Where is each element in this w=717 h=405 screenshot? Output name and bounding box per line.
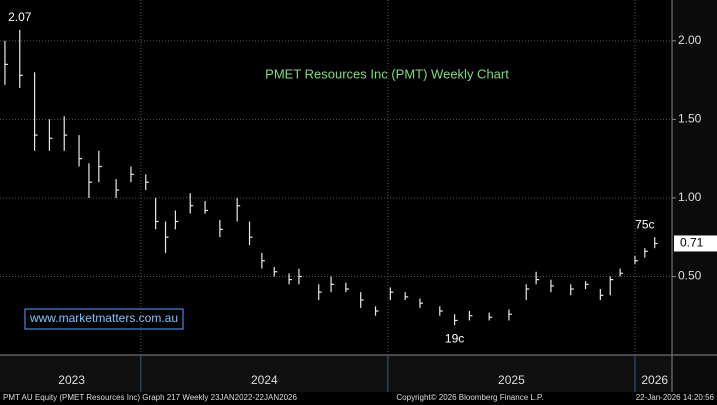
last-price-box [674, 235, 717, 252]
x-tick-label: 2026 [641, 373, 668, 387]
annotation: 2.07 [8, 10, 32, 24]
y-tick-label: 1.50 [678, 112, 702, 126]
y-tick-label: 1.00 [678, 190, 702, 204]
footer-center: Copyright© 2026 Bloomberg Finance L.P. [396, 393, 543, 402]
x-tick-label: 2024 [251, 373, 278, 387]
chart-title: PMET Resources Inc (PMT) Weekly Chart [265, 66, 509, 81]
footer-left: PMT AU Equity (PMET Resources Inc) Graph… [3, 393, 297, 402]
y-axis-panel [672, 0, 717, 392]
y-tick-label: 2.00 [678, 33, 702, 47]
watermark-box [24, 308, 184, 330]
x-tick-label: 2023 [58, 373, 85, 387]
footer-right: 22-Jan-2026 14:20:56 [636, 393, 715, 402]
annotation: 75c [635, 217, 654, 231]
x-axis-panel [0, 355, 672, 392]
last-price-label: 0.71 [680, 236, 704, 250]
y-tick-label: 0.50 [678, 269, 702, 283]
watermark: www.marketmatters.com.au [29, 311, 178, 325]
x-tick-label: 2025 [498, 373, 525, 387]
annotation: 19c [445, 331, 464, 345]
